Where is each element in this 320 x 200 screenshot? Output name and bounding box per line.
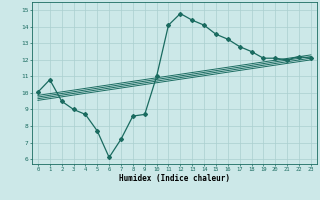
X-axis label: Humidex (Indice chaleur): Humidex (Indice chaleur): [119, 174, 230, 183]
